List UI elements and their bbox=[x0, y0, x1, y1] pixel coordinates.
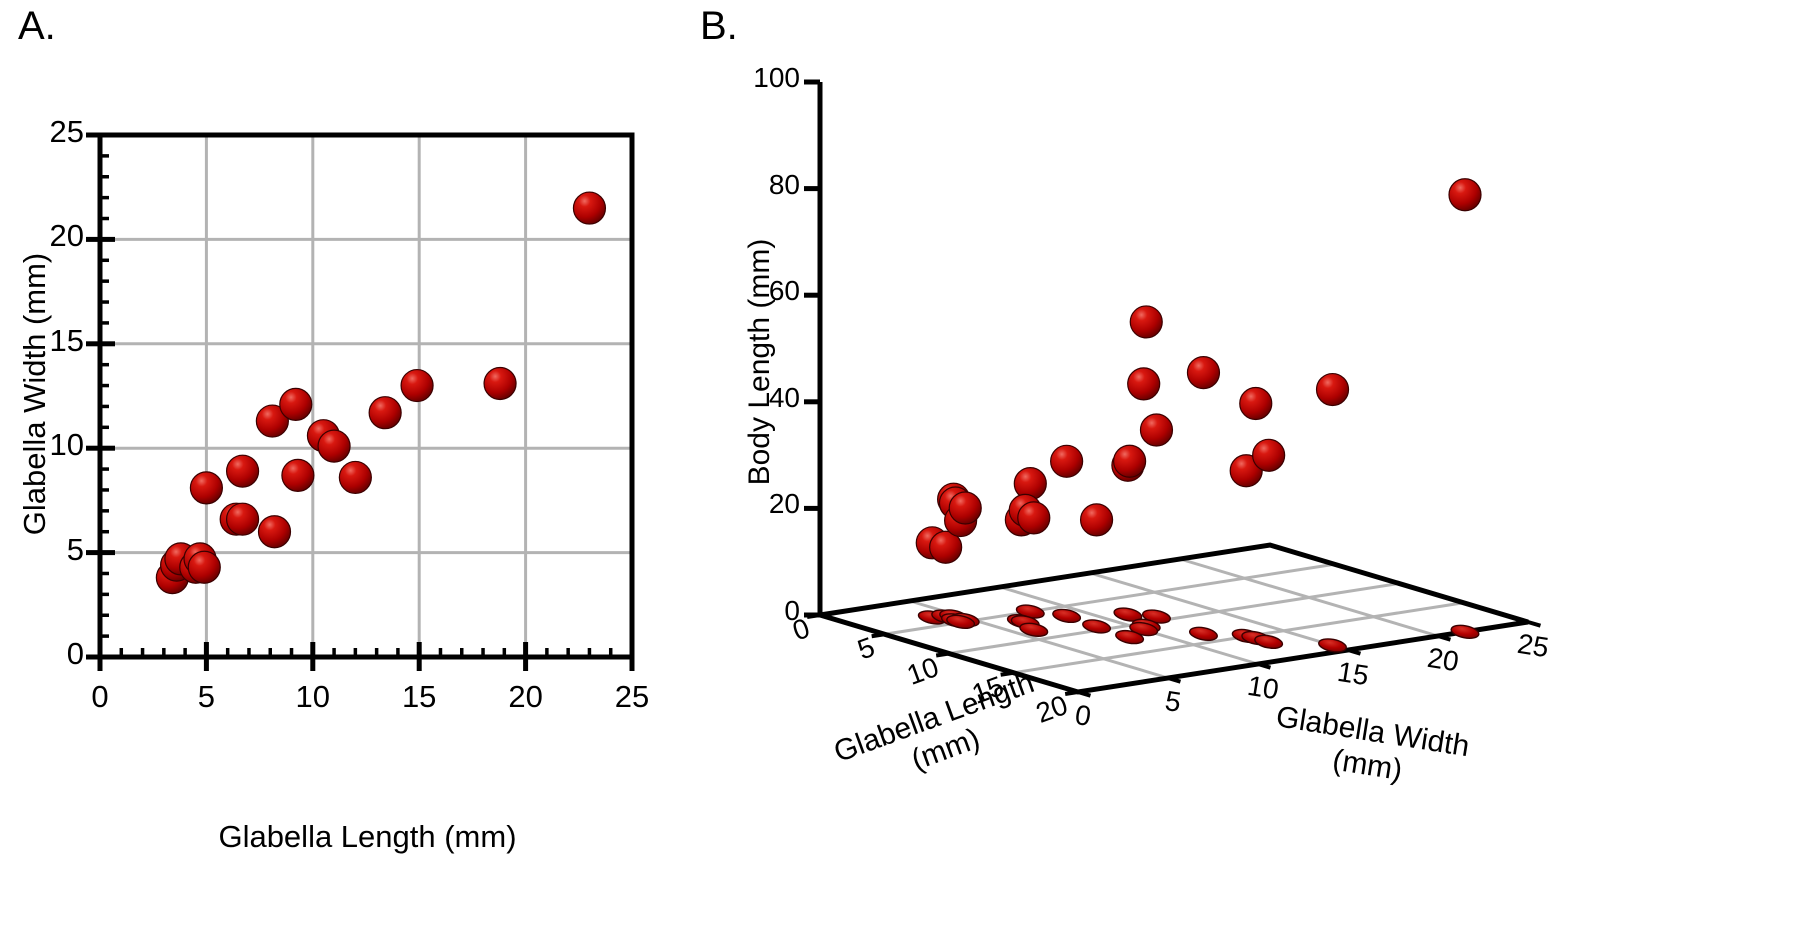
panel-a: A. 0 5 10 15 20 25 0 5 10 15 20 25 Glabella Length… bbox=[0, 0, 700, 947]
x-tick-label: 15 bbox=[401, 679, 437, 714]
y-tick-label: 20 bbox=[49, 218, 84, 254]
data-point bbox=[1079, 503, 1114, 537]
data-point bbox=[281, 458, 315, 492]
data-point bbox=[1448, 178, 1482, 212]
floor-projection-point bbox=[1188, 626, 1218, 641]
data-point bbox=[1252, 438, 1286, 472]
panel-a-datapoints bbox=[155, 191, 607, 595]
data-point bbox=[257, 515, 292, 549]
floor-projection-point bbox=[1082, 619, 1112, 634]
x-tick-label: 25 bbox=[614, 679, 650, 714]
y-tick-label: 25 bbox=[49, 114, 84, 149]
data-point bbox=[1315, 372, 1350, 407]
panel-a-x-axis-title: Glabella Length (mm) bbox=[218, 819, 517, 854]
data-point bbox=[948, 491, 982, 525]
panel-b-floor-grid bbox=[820, 545, 1528, 692]
z-tick-label: 100 bbox=[753, 62, 800, 93]
panel-b-plot bbox=[804, 79, 1542, 698]
y-tick-label: 10 bbox=[49, 427, 84, 463]
data-point bbox=[1139, 413, 1174, 447]
data-point bbox=[187, 550, 221, 584]
floor-projection-point bbox=[1450, 624, 1480, 639]
z-tick-label: 20 bbox=[768, 488, 800, 520]
panel-b-letter: B. bbox=[700, 4, 738, 48]
data-point bbox=[1127, 367, 1161, 401]
panel-a-tickmarks bbox=[86, 132, 635, 671]
data-point bbox=[929, 530, 963, 564]
panel-b-z-axis-title: Body Length (mm) bbox=[743, 238, 776, 486]
floor-projection-point bbox=[1052, 608, 1082, 624]
floor-projection-point bbox=[946, 614, 976, 629]
x-tick-label: 5 bbox=[197, 679, 216, 714]
x-tick-label: 20 bbox=[508, 679, 543, 714]
x-tick-label: 10 bbox=[295, 679, 331, 714]
floor-projection-point bbox=[1115, 629, 1145, 645]
data-point bbox=[1186, 356, 1221, 390]
panel-a-plot bbox=[86, 132, 635, 671]
panel-a-frame bbox=[97, 132, 635, 660]
floor-projection-point bbox=[1019, 622, 1049, 637]
data-point bbox=[1239, 386, 1273, 421]
y-tick-label: 15 bbox=[49, 322, 84, 358]
z-tick-label: 0 bbox=[784, 595, 800, 626]
data-point bbox=[225, 454, 260, 488]
panel-b-datapoints bbox=[915, 178, 1482, 564]
x-tick-label: 0 bbox=[91, 679, 109, 714]
panel-b-z-axis bbox=[804, 79, 823, 618]
z-tick-label: 40 bbox=[768, 381, 800, 413]
panel-b-floor-projections bbox=[917, 604, 1480, 653]
data-point bbox=[225, 502, 260, 536]
data-point bbox=[1113, 444, 1147, 478]
data-point bbox=[317, 429, 351, 463]
data-point bbox=[279, 387, 313, 421]
panel-a-letter: A. bbox=[18, 4, 56, 48]
floor-projection-point bbox=[1254, 634, 1284, 650]
panel-b-floor-frame bbox=[806, 542, 1542, 698]
data-point bbox=[483, 366, 517, 401]
y-tick-label: 5 bbox=[66, 531, 84, 567]
z-tick-label: 60 bbox=[768, 275, 800, 307]
z-tick-label: 80 bbox=[768, 168, 800, 200]
data-point bbox=[368, 396, 402, 430]
data-point bbox=[189, 471, 223, 505]
floor-projection-point bbox=[1318, 638, 1348, 653]
panel-a-y-axis-title: Glabella Width (mm) bbox=[17, 252, 52, 536]
data-point bbox=[1129, 305, 1163, 339]
data-point bbox=[1050, 444, 1084, 478]
data-point bbox=[1017, 501, 1051, 535]
data-point bbox=[338, 460, 372, 495]
floor-projection-point bbox=[1113, 607, 1143, 622]
data-point bbox=[255, 404, 289, 438]
y-tick-label: 0 bbox=[66, 636, 84, 671]
data-point bbox=[400, 368, 434, 403]
data-point bbox=[572, 191, 607, 225]
